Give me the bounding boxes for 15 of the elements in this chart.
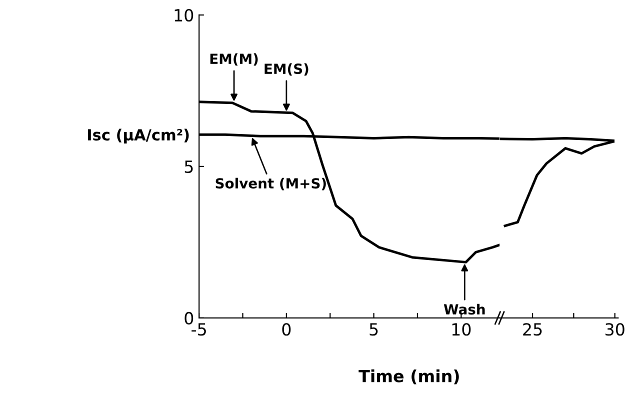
y-tick-label: 10 [174, 8, 194, 22]
x-tick-label: 10 [452, 323, 471, 336]
x-axis-title: Time (min) [358, 369, 459, 384]
x-tick-label: 0 [282, 323, 291, 336]
x-tick-label: 30 [606, 323, 624, 336]
y-tick-label: 5 [184, 160, 193, 174]
x-tick-label: -5 [192, 323, 206, 336]
y-axis-title: Isc (μA/cm²) [88, 128, 189, 144]
annotation: Solvent (M+S) [216, 178, 326, 190]
x-tick-label: 5 [370, 323, 378, 336]
x-tick-label: 25 [523, 323, 542, 336]
y-tick-label: 0 [184, 312, 194, 324]
annotation: EM(S) [264, 63, 308, 76]
annotation: Wash [444, 304, 485, 315]
annotation: EM(M) [210, 53, 258, 66]
